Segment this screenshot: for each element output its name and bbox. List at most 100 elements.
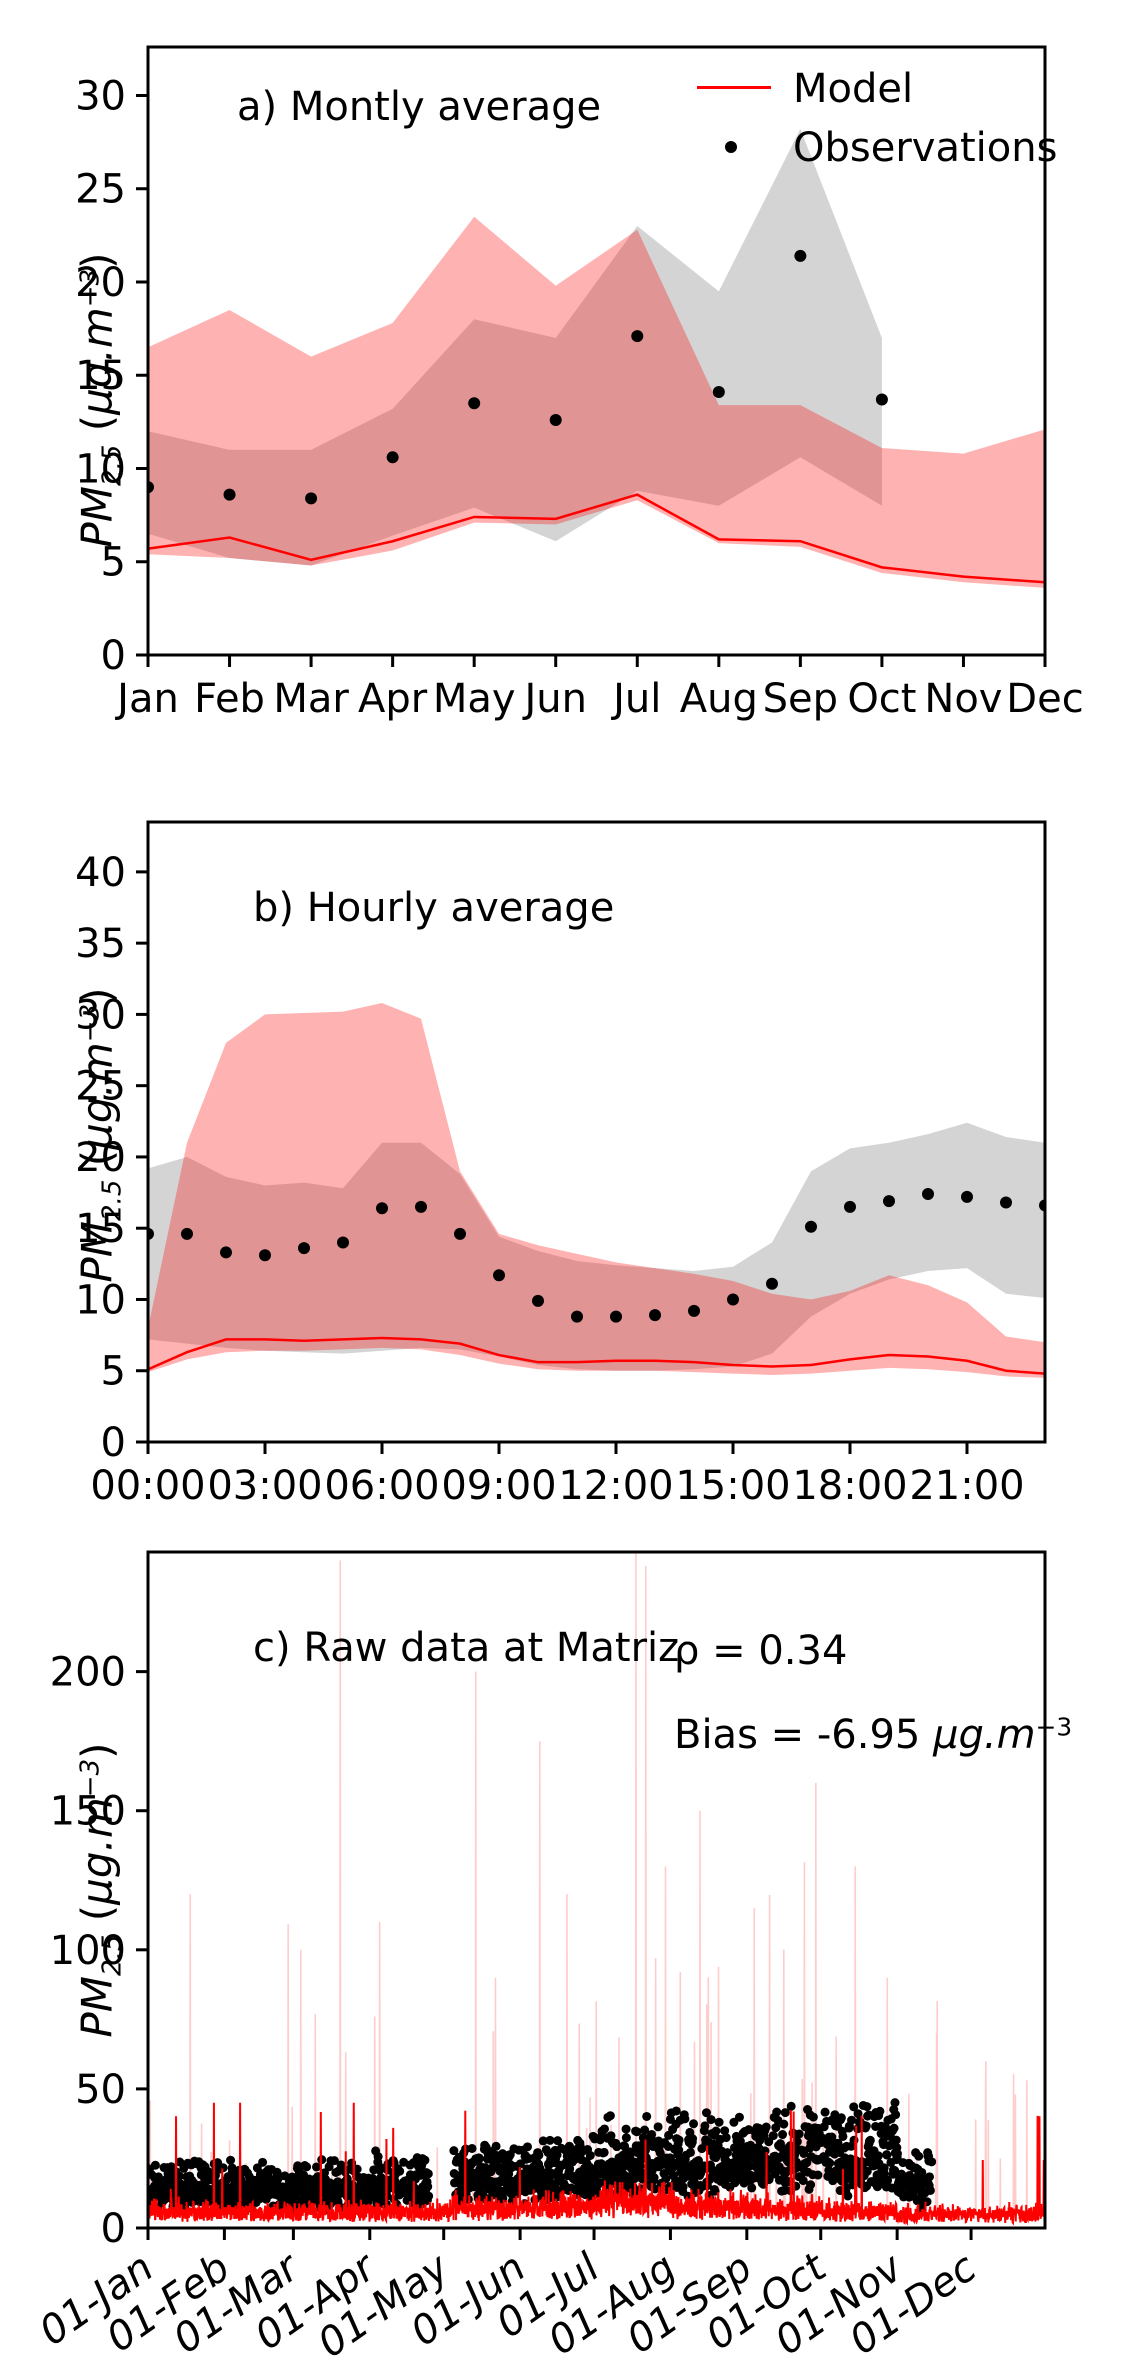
raw-observation-dot (714, 2117, 724, 2127)
observation-dot (181, 1227, 193, 1240)
stat-bias-exponent: −3 (1035, 1712, 1073, 1742)
panel-1-spines (146, 820, 1047, 1444)
raw-observation-dot (538, 2136, 548, 2146)
raw-observation-dot (545, 2135, 555, 2145)
x-tick-label: 21:00 (909, 1463, 1024, 1509)
x-tick-label: Mar (273, 676, 349, 722)
raw-observation-dot (922, 2197, 932, 2207)
legend-observations-dot-icon (725, 141, 737, 153)
raw-observation-dot (423, 2169, 433, 2179)
raw-observation-dot (883, 2175, 893, 2185)
observations-band (148, 129, 882, 566)
raw-observation-dot (621, 2124, 631, 2134)
raw-observation-dot (820, 2107, 830, 2117)
observation-dot (305, 492, 318, 505)
observation-dot (1000, 1196, 1012, 1209)
observation-dot (794, 249, 807, 262)
observation-dot (223, 488, 236, 501)
panel-1-plot-area (148, 1003, 1045, 1378)
model-band (148, 216, 1045, 588)
raw-observation-dot (764, 2137, 774, 2147)
observation-dots (148, 1188, 1045, 1323)
x-tick-label: Feb (194, 676, 265, 722)
panel-a-ylabel: PM2.5 (μg.m−3) (72, 252, 128, 548)
raw-observation-dot (688, 2134, 698, 2144)
observation-dot (468, 397, 481, 410)
raw-observation-dot (302, 2162, 312, 2172)
x-tick-label: 03:00 (207, 1463, 322, 1509)
raw-observation-dot (626, 2147, 636, 2157)
model-line (148, 493, 1045, 584)
raw-observation-dot (849, 2102, 859, 2112)
y-tick-label: 5 (101, 1349, 126, 1395)
observation-dot (712, 386, 725, 399)
raw-observation-dot (838, 2131, 848, 2141)
observation-dot (727, 1293, 739, 1306)
raw-observation-dot (721, 2133, 731, 2143)
observation-dot (922, 1188, 934, 1200)
raw-observation-dot (813, 2170, 823, 2180)
stat-bias: Bias = -6.95 μg.m−3 (674, 1712, 1072, 1758)
y-tick-label: 10 (75, 1277, 126, 1323)
observation-dot (883, 1195, 895, 1208)
panel-b-title: b) Hourly average (253, 885, 615, 931)
raw-observation-dot (792, 2137, 802, 2147)
x-tick-label: Oct (847, 676, 916, 722)
raw-observation-dot (798, 2176, 808, 2186)
raw-observation-dot (642, 2111, 652, 2121)
observation-dot (259, 1249, 271, 1262)
y-tick-label: 0 (101, 2206, 126, 2252)
raw-observation-dot (925, 2185, 935, 2195)
y-tick-label: 15 (75, 353, 126, 399)
observation-dot (631, 330, 644, 343)
y-tick-label: 50 (75, 2067, 126, 2113)
raw-observation-dot (847, 2115, 857, 2125)
raw-observation-dot (700, 2121, 710, 2131)
raw-observation-dot (734, 2112, 744, 2122)
raw-observation-dot (892, 2149, 902, 2159)
observation-dot (220, 1246, 232, 1259)
raw-observation-dot (424, 2191, 434, 2201)
model-line (148, 1336, 1045, 1375)
panel-0-spines (146, 45, 1047, 657)
raw-observation-dot (865, 2135, 875, 2145)
model-raw-line (148, 2102, 1045, 2226)
x-tick-label: Aug (680, 676, 758, 722)
raw-observation-dot (599, 2147, 609, 2157)
raw-observation-dot (621, 2133, 631, 2143)
x-tick-label: Apr (358, 676, 428, 722)
x-tick-label: Dec (1006, 676, 1083, 722)
x-tick-label: 06:00 (324, 1463, 439, 1509)
raw-observation-dot (843, 2191, 853, 2201)
observation-dot (844, 1200, 856, 1213)
observation-dot (415, 1200, 427, 1213)
raw-observation-dot (889, 2123, 899, 2133)
raw-observation-dot (669, 2171, 679, 2181)
raw-observation-dot (661, 2174, 671, 2184)
observation-dot (454, 1227, 466, 1240)
y-tick-label: 30 (75, 73, 126, 119)
raw-observation-dot (685, 2147, 695, 2157)
raw-observation-dot (722, 2148, 732, 2158)
raw-observation-dot (760, 2146, 770, 2156)
raw-observation-dot (605, 2111, 615, 2121)
raw-observation-dot (853, 2109, 863, 2119)
raw-observation-dot (640, 2125, 650, 2135)
raw-observation-dot (226, 2155, 236, 2165)
raw-observation-dot (761, 2122, 771, 2132)
observation-dots (148, 249, 888, 505)
raw-observation-dot (150, 2160, 160, 2170)
y-tick-label: 20 (75, 260, 126, 306)
y-tick-label: 15 (75, 1206, 126, 1252)
panel-2-plot-area (148, 1552, 1045, 2226)
raw-observation-dot (449, 2146, 459, 2156)
panel-a-title: a) Montly average (237, 84, 602, 130)
x-tick-label: 12:00 (558, 1463, 673, 1509)
raw-observation-dot (701, 2108, 711, 2118)
raw-observation-dot (891, 2110, 901, 2120)
raw-observation-dot (674, 2145, 684, 2155)
x-tick-label: Jun (521, 676, 587, 722)
x-tick-label: Jan (114, 676, 179, 722)
observation-dot (805, 1220, 817, 1233)
